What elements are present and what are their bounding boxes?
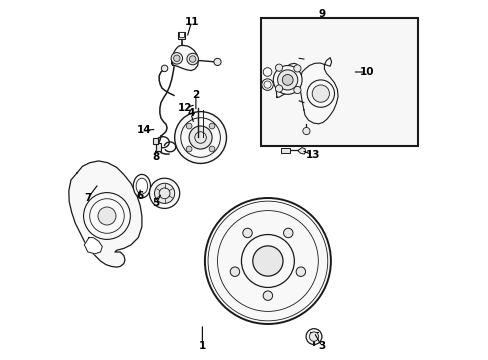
Circle shape [296, 267, 305, 276]
Ellipse shape [133, 175, 150, 198]
Circle shape [186, 53, 198, 65]
Polygon shape [84, 238, 102, 254]
Circle shape [293, 65, 301, 72]
Circle shape [252, 246, 283, 276]
Circle shape [306, 80, 334, 107]
Text: 3: 3 [318, 341, 325, 351]
Circle shape [293, 86, 301, 94]
Circle shape [209, 146, 214, 152]
Bar [179, 32, 184, 37]
Bar [260, 18, 418, 146]
Circle shape [263, 291, 272, 300]
Text: 1: 1 [198, 341, 205, 351]
Circle shape [230, 267, 239, 276]
Bar [155, 143, 161, 151]
Circle shape [181, 118, 220, 157]
Circle shape [282, 75, 292, 85]
Text: 11: 11 [184, 17, 199, 27]
Circle shape [302, 127, 309, 135]
Circle shape [174, 112, 226, 163]
Circle shape [173, 55, 180, 62]
Circle shape [275, 64, 282, 71]
Text: 12: 12 [178, 103, 192, 113]
Circle shape [154, 183, 174, 203]
Circle shape [171, 53, 182, 64]
Circle shape [189, 126, 212, 149]
Circle shape [261, 79, 273, 90]
Text: 9: 9 [318, 9, 325, 19]
Text: 2: 2 [192, 90, 199, 100]
Circle shape [209, 123, 214, 129]
Circle shape [275, 85, 282, 92]
Bar [153, 138, 158, 144]
Circle shape [311, 85, 329, 102]
Text: 6: 6 [136, 191, 143, 201]
Text: 14: 14 [137, 125, 151, 135]
Circle shape [277, 70, 297, 90]
Circle shape [161, 65, 167, 72]
Circle shape [309, 332, 318, 341]
Polygon shape [297, 148, 305, 154]
Circle shape [189, 56, 196, 62]
Polygon shape [300, 58, 337, 124]
Polygon shape [171, 45, 198, 71]
Text: 4: 4 [187, 108, 194, 118]
Polygon shape [69, 161, 142, 267]
Text: 13: 13 [305, 150, 320, 160]
Ellipse shape [136, 178, 147, 194]
Circle shape [186, 123, 192, 129]
Circle shape [98, 207, 116, 225]
Circle shape [83, 193, 130, 239]
Circle shape [263, 68, 271, 76]
Circle shape [305, 329, 321, 345]
Circle shape [273, 66, 302, 94]
Circle shape [243, 228, 252, 238]
Polygon shape [276, 63, 299, 97]
Bar [178, 32, 185, 39]
Circle shape [213, 58, 221, 66]
Text: 10: 10 [359, 67, 373, 77]
Text: 5: 5 [152, 198, 160, 208]
Text: 8: 8 [152, 152, 159, 162]
Circle shape [204, 198, 330, 324]
Circle shape [283, 228, 292, 238]
Circle shape [241, 235, 294, 287]
Bar [280, 148, 289, 153]
Circle shape [149, 178, 179, 208]
Text: 7: 7 [84, 193, 91, 203]
Circle shape [186, 146, 192, 152]
